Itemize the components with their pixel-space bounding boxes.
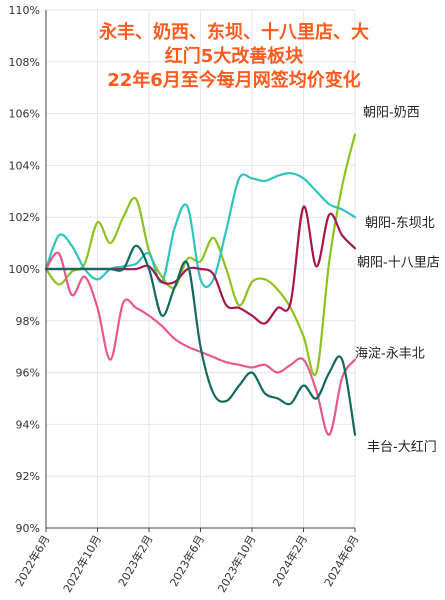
y-tick-label: 96% [16,367,40,380]
series-label: 海淀-永丰北 [355,347,425,362]
chart-title-line-1: 永丰、奶西、东坝、十八里店、大 [98,21,369,43]
series-label: 丰台-大红门 [367,439,437,455]
series-label: 朝阳-奶西 [363,105,420,120]
series-line [44,244,357,436]
y-tick-label: 102% [9,211,40,224]
x-tick-label: 2024年2月 [269,533,310,589]
chart-title: 永丰、奶西、东坝、十八里店、大 红门5大改善板块 22年6月至今每月网签均价变化 [98,21,369,91]
x-tick-label: 2022年10月 [60,533,104,595]
y-tick-label: 108% [9,56,40,69]
chart-title-line-2: 红门5大改善板块 [165,45,305,67]
axes: 90% 92% 94% 96% 98% 100% 102% 104% 106% 108% 110% 2… [9,4,362,595]
x-tick-label: 2023年10月 [214,533,258,595]
y-tick-label: 106% [9,108,40,121]
x-tick-label: 2023年2月 [115,533,156,589]
y-tick-label: 92% [16,470,40,483]
series-line [44,172,357,289]
y-tick-label: 104% [9,159,40,172]
y-tick-label: 100% [9,263,40,276]
series-label: 朝阳-十八里店 [357,255,440,270]
series-line [44,133,357,377]
y-tick-label: 90% [16,522,40,535]
x-tick-label: 2024年6月 [321,533,362,589]
y-tick-label: 98% [16,315,40,328]
y-tick-label: 110% [9,4,40,17]
chart-title-line-3: 22年6月至今每月网签均价变化 [107,69,361,91]
x-tick-label: 2023年6月 [166,533,207,589]
y-tick-label: 94% [16,418,40,431]
series-label: 朝阳-东坝北 [365,216,435,231]
series-lines [44,133,357,436]
x-tick-label: 2022年6月 [12,533,53,589]
